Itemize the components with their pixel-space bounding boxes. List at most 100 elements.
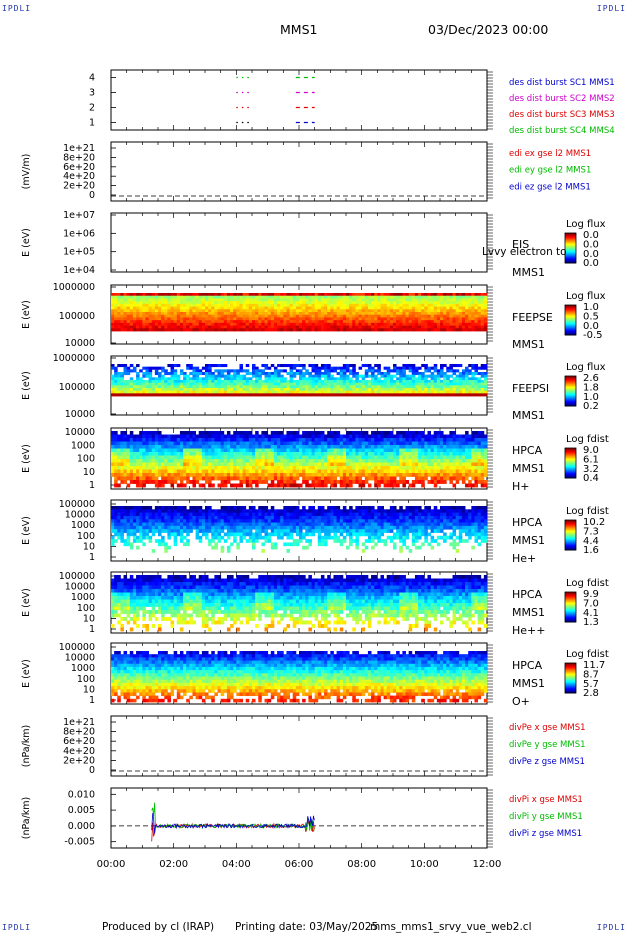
spectrogram-cell	[123, 438, 128, 442]
spectrogram-cell	[161, 293, 165, 297]
spectrogram-cell	[239, 295, 243, 299]
spectrogram-cell	[255, 369, 259, 373]
spectrogram-cell	[346, 459, 350, 463]
spectrogram-cell	[468, 295, 472, 299]
spectrogram-cell	[333, 369, 337, 373]
spectrogram-cell	[405, 455, 410, 460]
spectrogram-cell	[311, 380, 316, 384]
spectrogram-cell	[299, 466, 303, 470]
spectrogram-cell	[283, 325, 287, 329]
spectrogram-cell	[280, 448, 284, 453]
spectrogram-cell	[317, 393, 322, 397]
spectrogram-cell	[371, 317, 375, 321]
colorbar-frame	[564, 375, 577, 407]
spectrogram-cell	[126, 448, 131, 453]
spectrogram-cell	[320, 476, 325, 481]
colorbar-swatch	[565, 315, 576, 317]
spectrogram-cell	[252, 455, 256, 460]
spectrogram-cell	[361, 382, 366, 386]
spectrogram-cell	[242, 434, 247, 439]
spectrogram-cell	[333, 298, 337, 302]
spectrogram-cell	[205, 480, 209, 484]
spectrogram-cell	[277, 312, 281, 316]
spectrogram-cell	[311, 322, 316, 326]
spectrogram-cell	[239, 382, 243, 386]
spectrogram-cell	[324, 466, 328, 470]
spectrogram-cell	[305, 459, 309, 463]
spectrogram-cell	[446, 380, 450, 384]
spectrogram-cell	[211, 390, 215, 394]
spectrogram-cell	[433, 325, 438, 329]
spectrogram-cell	[145, 293, 149, 297]
spectrogram-cell	[192, 462, 196, 467]
spectrogram-cell	[164, 306, 168, 310]
spectrogram-cell	[352, 322, 356, 326]
spectrogram-cell	[317, 469, 322, 474]
spectrogram-cell	[465, 303, 469, 307]
spectrogram-cell	[214, 317, 218, 321]
spectrogram-cell	[148, 317, 153, 321]
spectrogram-cell	[230, 452, 234, 456]
spectrogram-cell	[273, 320, 278, 324]
spectrogram-cell	[208, 314, 212, 318]
spectrogram-cell	[198, 476, 203, 481]
spectrogram-cell	[176, 483, 181, 488]
spectrogram-cell	[393, 445, 397, 449]
spectrogram-cell	[468, 301, 472, 305]
spectrogram-cell	[145, 455, 149, 460]
spectrogram-cell	[465, 301, 469, 305]
spectrogram-cell	[474, 303, 478, 307]
spectrogram-cell	[355, 388, 359, 392]
spectrogram-cell	[129, 476, 134, 481]
spectrogram-cell	[449, 317, 453, 321]
spectrogram-cell	[377, 325, 381, 329]
spectrogram-cell	[330, 480, 334, 484]
spectrogram-cell	[468, 364, 472, 368]
spectrogram-cell	[230, 388, 234, 392]
spectrogram-cell	[205, 438, 209, 442]
spectrogram-cell	[195, 388, 200, 392]
spectrogram-cell	[436, 390, 441, 394]
spectrogram-cell	[355, 459, 359, 463]
spectrogram-cell	[164, 314, 168, 318]
spectrogram-cell	[411, 303, 416, 307]
spectrogram-cell	[327, 466, 331, 470]
spectrogram-cell	[389, 312, 394, 316]
colorbar-swatch	[565, 397, 576, 399]
spectrogram-cell	[226, 476, 231, 481]
spectrogram-cell	[418, 452, 422, 456]
spectrogram-cell	[280, 445, 284, 449]
spectrogram-cell	[277, 393, 281, 397]
spectrogram-cell	[393, 438, 397, 442]
spectrogram-cell	[183, 325, 187, 329]
spectrogram-cell	[371, 441, 375, 446]
spectrogram-cell	[158, 448, 162, 453]
spectrogram-cell	[223, 364, 228, 368]
spectrogram-cell	[123, 431, 128, 435]
spectrogram-cell	[308, 328, 312, 332]
spectrogram-cell	[414, 322, 419, 326]
spectrogram-cell	[252, 320, 256, 324]
spectrogram-cell	[270, 393, 275, 397]
spectrogram-cell	[371, 382, 375, 386]
spectrogram-cell	[173, 473, 178, 477]
spectrogram-cell	[399, 388, 403, 392]
spectrogram-cell	[396, 301, 400, 305]
spectrogram-cell	[411, 301, 416, 305]
spectrogram-cell	[352, 295, 356, 299]
spectrogram-cell	[455, 317, 460, 321]
spectrogram-cell	[446, 320, 450, 324]
spectrogram-cell	[179, 328, 184, 332]
spectrogram-cell	[396, 483, 400, 488]
spectrogram-cell	[399, 298, 403, 302]
spectrogram-cell	[461, 380, 466, 384]
spectrogram-cell	[186, 301, 190, 305]
spectrogram-cell	[258, 441, 262, 446]
spectrogram-cell	[367, 366, 372, 370]
spectrogram-cell	[211, 312, 215, 316]
spectrogram-cell	[314, 483, 319, 488]
spectrogram-cell	[123, 480, 128, 484]
spectrogram-cell	[214, 303, 218, 307]
spectrogram-cell	[161, 382, 165, 386]
spectrogram-cell	[111, 366, 115, 370]
